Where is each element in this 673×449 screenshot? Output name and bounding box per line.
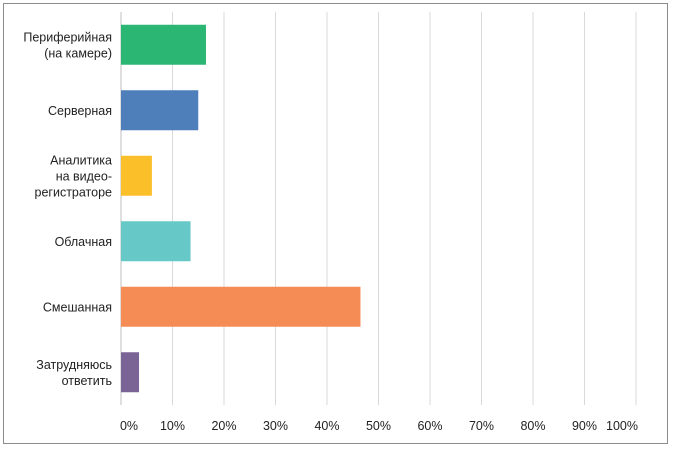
bar-4 (121, 286, 361, 327)
x-tick-label-20pct: 20% (211, 419, 236, 433)
x-tick-label-70pct: 70% (469, 419, 494, 433)
category-label-0-line-0: Периферийная (23, 30, 112, 44)
category-label-2-line-0: Аналитика (50, 153, 112, 167)
category-label-2-line-2: регистраторе (35, 185, 113, 199)
category-label-4-line-0: Смешанная (43, 300, 112, 314)
bar-3 (121, 221, 191, 262)
x-tick-label-60pct: 60% (417, 419, 442, 433)
x-tick-label-10pct: 10% (160, 419, 185, 433)
category-label-2: Аналитика на видео-регистраторе (35, 153, 113, 199)
x-tick-label-30pct: 30% (263, 419, 288, 433)
x-tick-label-80pct: 80% (520, 419, 545, 433)
category-label-4: Смешанная (43, 300, 112, 314)
category-label-0: Периферийная (на камере) (23, 30, 112, 60)
bar-0 (121, 24, 206, 65)
category-label-0-line-1: (на камере) (44, 46, 112, 60)
category-label-1: Серверная (48, 104, 112, 118)
category-label-3-line-0: Облачная (55, 235, 112, 249)
bar-2 (121, 155, 152, 196)
category-label-3: Облачная (55, 235, 112, 249)
category-label-5-line-1: ответить (62, 374, 112, 388)
x-tick-label-50pct: 50% (366, 419, 391, 433)
x-tick-label-40pct: 40% (314, 419, 339, 433)
chart-frame (3, 3, 668, 444)
category-label-1-line-0: Серверная (48, 104, 112, 118)
category-label-5-line-0: Затрудняюсь (36, 358, 112, 372)
bar-1 (121, 90, 199, 131)
category-label-2-line-1: на видео- (56, 169, 112, 183)
bar-5 (121, 352, 140, 393)
category-label-5: Затрудняюсь ответить (36, 358, 112, 388)
x-tick-label-100pct: 100% (606, 419, 638, 433)
x-tick-label-0pct: 0% (120, 419, 138, 433)
x-tick-label-90pct: 90% (572, 419, 597, 433)
